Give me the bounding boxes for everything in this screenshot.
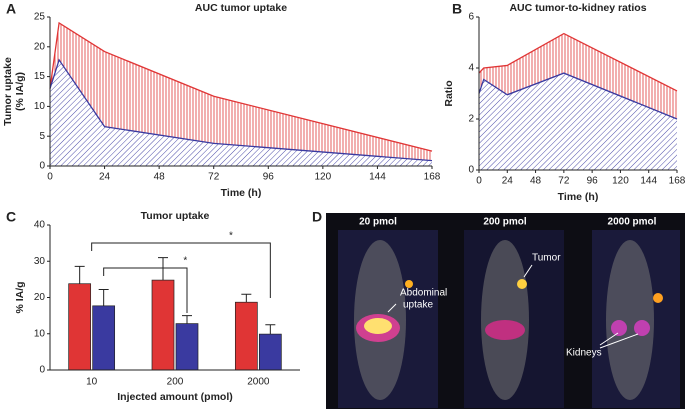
dose-label: 2000 pmol: [608, 217, 657, 228]
y-tick-label: 2: [468, 114, 474, 125]
area-between: [479, 33, 677, 120]
x-tick-label: 48: [154, 172, 166, 183]
arrow: [523, 264, 533, 278]
axes: [49, 17, 432, 167]
annotation: *: [183, 256, 187, 267]
line: [49, 21, 433, 152]
error-bar: [241, 293, 252, 303]
y-tick-label: 5: [39, 131, 45, 142]
error-bar: [98, 289, 109, 306]
area-fill: [50, 59, 432, 166]
x-tick-label: 48: [530, 176, 542, 187]
bar: [258, 333, 282, 371]
panel-label: B: [452, 1, 462, 17]
line: [478, 72, 678, 120]
x-tick-label: 96: [263, 172, 275, 183]
panel-label: D: [312, 209, 322, 225]
annotation: *: [229, 231, 233, 242]
x-tick-label: 144: [640, 176, 657, 187]
panel-label: C: [6, 209, 16, 225]
x-axis-label: Time (h): [221, 187, 262, 199]
x-tick-label: 120: [612, 176, 629, 187]
bracket: [103, 267, 188, 313]
y-tick-label: 25: [34, 12, 46, 23]
x-tick-label: 24: [99, 172, 111, 183]
line: [49, 58, 433, 162]
x-tick-label: 168: [424, 172, 441, 183]
bracket: [91, 242, 271, 298]
area-between: [50, 22, 432, 161]
y-tick-label: 15: [34, 71, 46, 82]
x-tick-label: 168: [669, 176, 685, 187]
axes: [49, 225, 300, 371]
error-bar: [182, 315, 192, 324]
y-tick-label: 4: [468, 63, 474, 74]
y-tick-label: 0: [468, 165, 474, 176]
panel-label: A: [6, 1, 16, 17]
line: [478, 32, 678, 92]
x-tick-label: 120: [315, 172, 332, 183]
x-tick-label: 144: [369, 172, 386, 183]
axes: [478, 17, 677, 171]
image-label: Abdominal: [400, 288, 447, 299]
image-label: Tumor: [532, 253, 561, 264]
image-label: uptake: [403, 300, 433, 311]
x-tick-label: 0: [47, 172, 53, 183]
error-bar: [74, 265, 85, 284]
x-tick-label: 72: [208, 172, 220, 183]
y-tick-label: 10: [34, 328, 46, 339]
y-tick-label: 20: [34, 41, 46, 52]
error-bar: [265, 324, 276, 335]
arrow: [387, 303, 397, 313]
error-bar: [158, 257, 168, 281]
chart-title: AUC tumor uptake: [195, 2, 287, 14]
dose-label: 200 pmol: [483, 217, 527, 228]
y-axis-label: (% IA/g): [14, 72, 26, 111]
x-tick-label: 24: [502, 176, 514, 187]
image-label: Kidneys: [566, 348, 602, 359]
y-tick-label: 0: [39, 161, 45, 172]
arrow: [599, 333, 639, 349]
x-tick-label: 10: [86, 377, 98, 388]
x-tick-label: 200: [167, 377, 184, 388]
y-axis-label: Tumor uptake: [2, 57, 14, 126]
y-tick-label: 6: [468, 12, 474, 23]
y-tick-label: 40: [34, 220, 46, 231]
y-axis-label: Ratio: [443, 80, 455, 106]
bar: [92, 305, 116, 371]
arrow: [599, 332, 619, 346]
x-tick-label: 0: [476, 176, 482, 187]
x-axis-label: Injected amount (pmol): [117, 391, 233, 403]
x-tick-label: 72: [558, 176, 570, 187]
y-tick-label: 10: [34, 101, 46, 112]
bar: [234, 301, 258, 371]
area-fill: [479, 73, 677, 170]
bar: [68, 283, 92, 371]
y-tick-label: 30: [34, 256, 46, 267]
y-tick-label: 0: [39, 365, 45, 376]
bar: [151, 279, 175, 371]
chart-title: Tumor uptake: [141, 210, 210, 222]
x-tick-label: 96: [587, 176, 599, 187]
y-tick-label: 20: [34, 292, 46, 303]
x-tick-label: 2000: [247, 377, 270, 388]
y-axis-label: % IA/g: [14, 281, 26, 313]
chart-title: AUC tumor-to-kidney ratios: [509, 2, 646, 14]
dose-label: 20 pmol: [359, 217, 397, 228]
bar: [175, 323, 199, 371]
x-axis-label: Time (h): [558, 191, 599, 203]
panel-d-image: D 20 pmol 200 pmol 2000 pmol Abdominal u…: [312, 209, 685, 409]
